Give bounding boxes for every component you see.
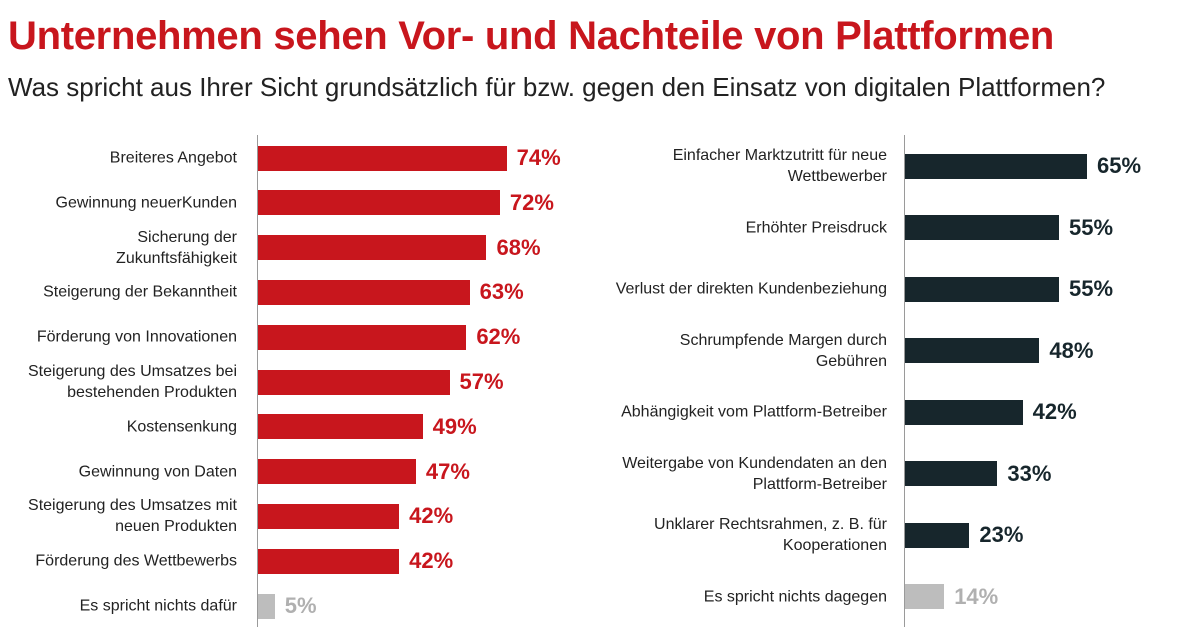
pro-category-label-line: Steigerung des Umsatzes mit [28,497,237,515]
con-category-label-line: Es spricht nichts dagegen [703,588,887,605]
pro-category-label-line: Gewinnung von Daten [78,463,237,481]
pro-category-label: Es spricht nichts dafür [0,596,237,617]
pro-bar [258,593,275,619]
pro-value-label: 42% [409,548,454,574]
pro-category-label-line: Förderung des Wettbewerbs [35,552,237,570]
con-category-label: Schrumpfende Margen durch Gebühren [547,330,887,372]
con-bar [905,461,998,486]
con-value-label: 55% [1069,214,1114,240]
pro-bar [258,190,500,216]
con-axis-line [904,135,905,627]
pro-category-label: Förderung des Wettbewerbs [0,551,237,572]
chart-title: Unternehmen sehen Vor- und Nachteile von… [8,14,1055,58]
pro-category-label-line: Es spricht nichts dafür [79,597,237,615]
con-category-label: Abhängigkeit vom Plattform-Betreiber [547,402,887,423]
pro-category-label: Sicherung der Zukunftsfähigkeit [0,227,237,269]
con-bar [905,584,945,609]
pro-category-label-line: Steigerung des Umsatzes bei [28,363,237,380]
pro-category-label-line: Förderung von Innovationen [36,328,237,346]
pro-category-label-line: Gewinnung neuerKunden [55,194,237,212]
con-category-label: Es spricht nichts dagegen [547,586,887,607]
pro-bar [258,145,507,171]
pro-category-label: Steigerung des Umsatzes mit neuen Produkt… [0,495,237,537]
con-category-label-line: Weitergabe von Kundendaten an den [622,454,887,472]
pro-category-label: Gewinnung neuerKunden [0,192,237,213]
con-bar [905,522,970,548]
pro-category-label: Kostensenkung [0,416,237,437]
con-category-label-line: Erhöhter Preisdruck [745,219,887,236]
con-bar [905,276,1059,302]
con-value-label: 14% [954,583,999,609]
con-bar [905,215,1059,240]
pro-category-label-line: Kostensenkung [126,418,237,436]
pro-value-label: 42% [409,503,454,529]
pro-category-label: Gewinnung von Daten [0,461,237,482]
pro-bar [258,414,423,440]
con-value-label: 55% [1069,276,1114,301]
con-category-label-line: Kooperationen [782,537,887,554]
con-bar [905,338,1040,363]
con-bar [905,399,1023,425]
pro-bar [258,548,400,574]
pro-value-label: 72% [509,189,554,215]
pro-category-label: Steigerung des Umsatzes bei bestehenden P… [0,361,237,403]
con-category-label: Verlust der direkten Kundenbeziehung [547,279,887,300]
con-category-label-line: Schrumpfende Margen durch [679,331,887,349]
pro-category-label-line: bestehenden Produkten [67,384,237,401]
pro-value-label: 49% [432,413,477,439]
pro-value-label: 5% [284,593,317,618]
con-category-label: Unklarer Rechtsrahmen, z. B. für Kooperat… [547,514,887,556]
con-category-label-line: Plattform-Betreiber [752,475,887,493]
con-category-label-line: Unklarer Rechtsrahmen, z. B. für [654,516,887,533]
con-category-label: Erhöhter Preisdruck [547,217,887,238]
con-value-label: 65% [1097,153,1142,178]
pro-category-label-line: Breiteres Angebot [109,149,237,167]
pro-value-label: 68% [496,234,541,260]
chart-subtitle: Was spricht aus Ihrer Sicht grundsätzlic… [8,72,1106,102]
pro-bar [258,459,416,485]
con-category-label-line: Einfacher Marktzutritt für neue [672,147,887,164]
pro-bar [258,235,487,261]
pro-value-label: 74% [516,145,561,170]
pro-category-label-line: Zukunftsfähigkeit [116,249,237,267]
pro-bar [258,324,467,350]
con-category-label: Einfacher Marktzutritt für neue Wettbewer… [547,145,887,187]
pro-value-label: 62% [476,324,521,350]
pro-category-label-line: Steigerung der Bekanntheit [43,283,237,301]
pro-axis-line [257,135,258,627]
pro-category-label: Steigerung der Bekanntheit [0,282,237,303]
con-category-label-line: Abhängigkeit vom Plattform-Betreiber [621,403,887,421]
pro-category-label: Breiteres Angebot [0,148,237,169]
con-category-label: Weitergabe von Kundendaten an den Plattfo… [547,453,887,495]
pro-bar [258,279,470,305]
pro-category-label-line: neuen Produkten [115,518,237,536]
pro-category-label-line: Sicherung der [137,228,237,246]
pro-value-label: 63% [479,279,524,305]
pro-category-label: Förderung von Innovationen [0,327,237,348]
con-value-label: 42% [1032,399,1077,424]
pro-bar [258,369,450,395]
pro-bar [258,503,400,529]
con-value-label: 48% [1049,337,1094,363]
pro-value-label: 47% [425,458,470,484]
pro-value-label: 57% [459,369,504,394]
con-category-label-line: Gebühren [815,352,887,370]
con-value-label: 33% [1007,460,1052,486]
con-bar [905,153,1087,179]
con-category-label-line: Wettbewerber [787,168,887,185]
con-value-label: 23% [979,522,1024,547]
con-category-label-line: Verlust der direkten Kundenbeziehung [615,280,887,298]
